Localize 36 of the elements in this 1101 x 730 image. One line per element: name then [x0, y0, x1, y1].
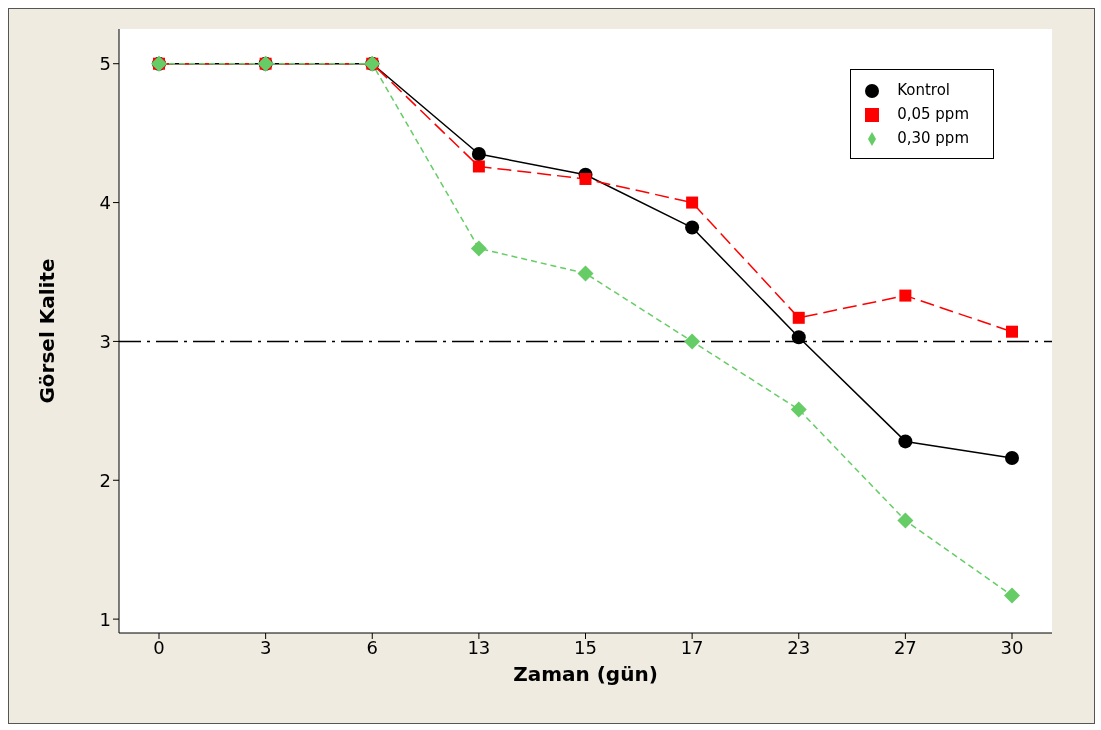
y-tick-label: 1: [99, 608, 111, 630]
legend-label: Kontrol: [897, 81, 951, 99]
point: [684, 333, 701, 350]
x-tick-label: 3: [259, 636, 272, 658]
x-tick-label: 17: [680, 636, 704, 658]
point: [472, 160, 485, 173]
point: [791, 330, 806, 345]
point: [685, 220, 700, 235]
x-tick-label: 27: [893, 636, 917, 658]
point: [790, 401, 807, 418]
x-axis-title: Zaman (gün): [513, 662, 658, 686]
x-tick-label: 30: [1000, 636, 1024, 658]
y-tick-label: 3: [99, 330, 111, 352]
point: [470, 240, 487, 257]
point: [1004, 587, 1020, 604]
y-tick-label: 2: [99, 469, 111, 491]
y-tick-label: 4: [99, 191, 111, 213]
point: [471, 146, 486, 161]
x-tick-label: 6: [366, 636, 378, 658]
point: [686, 196, 699, 209]
point: [1006, 325, 1018, 338]
legend-label: 0,30 ppm: [897, 129, 969, 147]
point: [577, 265, 594, 282]
legend-label: 0,05 ppm: [897, 105, 969, 123]
x-tick-label: 13: [467, 636, 491, 658]
point: [1005, 451, 1019, 466]
y-axis-title: Görsel Kalite: [35, 258, 60, 404]
x-tick-label: 0: [153, 636, 165, 658]
point: [792, 311, 805, 324]
point: [579, 172, 592, 185]
x-tick-label: 23: [787, 636, 811, 658]
x-tick-label: 15: [574, 636, 597, 658]
point: [899, 289, 912, 302]
point: [898, 434, 913, 449]
y-tick-label: 5: [99, 53, 111, 75]
point: [897, 512, 914, 529]
